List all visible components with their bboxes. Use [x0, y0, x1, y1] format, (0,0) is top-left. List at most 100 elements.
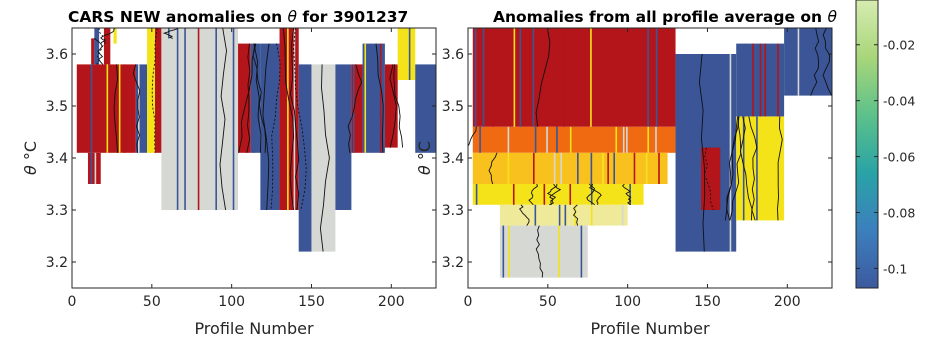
right-heatmap-cells [472, 28, 832, 278]
y-tick-label: 3.4 [46, 151, 68, 167]
heatmap-cell [76, 64, 136, 153]
heatmap-streak [502, 225, 505, 278]
heatmap-streak [577, 152, 579, 184]
colorbar-tick-label: -0.02 [883, 38, 915, 53]
x-tick-label: 0 [68, 294, 77, 310]
heatmap-cell [298, 64, 312, 252]
heatmap-streak [553, 152, 556, 184]
contour-line [375, 43, 384, 153]
heatmap-streak [106, 64, 109, 153]
x-tick-label: 150 [694, 294, 721, 310]
contour-line [698, 53, 706, 252]
colorbar-tick-label: -0.04 [883, 94, 915, 109]
contour-line [739, 116, 753, 221]
colorbar-box [855, 0, 879, 289]
heatmap-cell [701, 147, 721, 210]
x-tick-label: 100 [218, 294, 245, 310]
contour-line [810, 28, 820, 96]
heatmap-streak [162, 28, 164, 210]
contour-line [319, 64, 330, 252]
heatmap-cell [472, 184, 644, 205]
heatmap-streak [123, 64, 126, 153]
colorbar-tick-label: -0.08 [883, 206, 915, 221]
heatmap-streak [655, 126, 657, 153]
heatmap-streak [590, 204, 593, 226]
heatmap-streak [474, 28, 477, 127]
heatmap-streak [564, 204, 567, 226]
heatmap-cell [135, 64, 148, 153]
heatmap-streak [479, 126, 481, 153]
colorbar-tick-label: -0.1 [883, 261, 907, 276]
contour-line [726, 116, 739, 221]
colorbar-fill [856, 0, 878, 288]
heatmap-streak [645, 152, 648, 184]
heatmap-streak [759, 43, 762, 117]
heatmap-streak [532, 28, 535, 127]
heatmap-cell [91, 38, 95, 65]
y-tick-label: 3.6 [442, 47, 464, 63]
heatmap-streak [507, 152, 510, 184]
right-y-axis-label: θ °C [415, 141, 434, 175]
heatmap-streak [647, 126, 650, 153]
heatmap-streak [563, 28, 565, 127]
contour-line [282, 28, 295, 211]
contour-line [238, 43, 257, 153]
colorbar-ticks: -0.02 -0.04 -0.06 -0.08 -0.1 [856, 38, 915, 276]
heatmap-streak [534, 184, 537, 205]
heatmap-streak [621, 204, 624, 226]
contour-line [621, 183, 632, 206]
heatmap-streak [744, 43, 747, 117]
heatmap-cell [472, 152, 668, 184]
contour-line [253, 43, 262, 153]
y-tick-label: 3.3 [442, 203, 464, 219]
heatmap-streak [633, 152, 636, 184]
contour-line [588, 183, 602, 205]
heatmap-cell [311, 64, 336, 252]
heatmap-streak [168, 28, 170, 39]
contour-line [703, 147, 714, 211]
heatmap-streak [590, 28, 592, 127]
y-tick-label: 3.3 [46, 203, 68, 219]
contour-line [246, 43, 251, 153]
x-tick-label: 200 [774, 294, 801, 310]
x-tick-label: 50 [143, 294, 161, 310]
x-tick-label: 0 [464, 294, 473, 310]
x-tick-label: 150 [298, 294, 325, 310]
heatmap-streak [555, 28, 558, 127]
heatmap-streak [797, 28, 800, 96]
contour-line [550, 183, 562, 205]
y-tick-label: 3.2 [442, 255, 464, 271]
heatmap-streak [756, 116, 758, 221]
contour-line [162, 28, 179, 39]
contour-line [535, 28, 551, 127]
contour-line [546, 184, 558, 206]
heatmap-cell [351, 64, 363, 153]
heatmap-streak [569, 126, 572, 153]
heatmap-cell [784, 28, 832, 96]
heatmap-streak [629, 184, 631, 205]
heatmap-cell [362, 43, 385, 153]
heatmap-streak [232, 28, 235, 210]
heatmap-cell [87, 152, 101, 184]
heatmap-streak [287, 28, 289, 210]
left-x-ticks: 0 50 100 150 200 [68, 28, 405, 310]
right-chart-title: Anomalies from all profile average on θ [493, 8, 837, 26]
contour-line [151, 28, 158, 153]
heatmap-streak [622, 126, 625, 153]
heatmap-streak [90, 64, 93, 153]
heatmap-streak [590, 184, 593, 205]
heatmap-streak [176, 28, 179, 210]
heatmap-cell [499, 204, 628, 226]
heatmap-cell [384, 64, 398, 148]
left-chart: 0 50 100 150 200 3.2 3.3 3.4 3.5 3.6 Profile Num… [21, 27, 437, 338]
heatmap-streak [519, 28, 522, 127]
heatmap-streak [534, 126, 537, 153]
heatmap-streak [600, 184, 603, 205]
heatmap-cell [335, 64, 352, 211]
heatmap-streak [507, 126, 510, 153]
heatmap-streak [615, 126, 618, 153]
heatmap-streak [574, 204, 577, 226]
right-y-ticks: 3.2 3.3 3.4 3.5 3.6 [442, 47, 832, 271]
heatmap-streak [560, 152, 563, 184]
